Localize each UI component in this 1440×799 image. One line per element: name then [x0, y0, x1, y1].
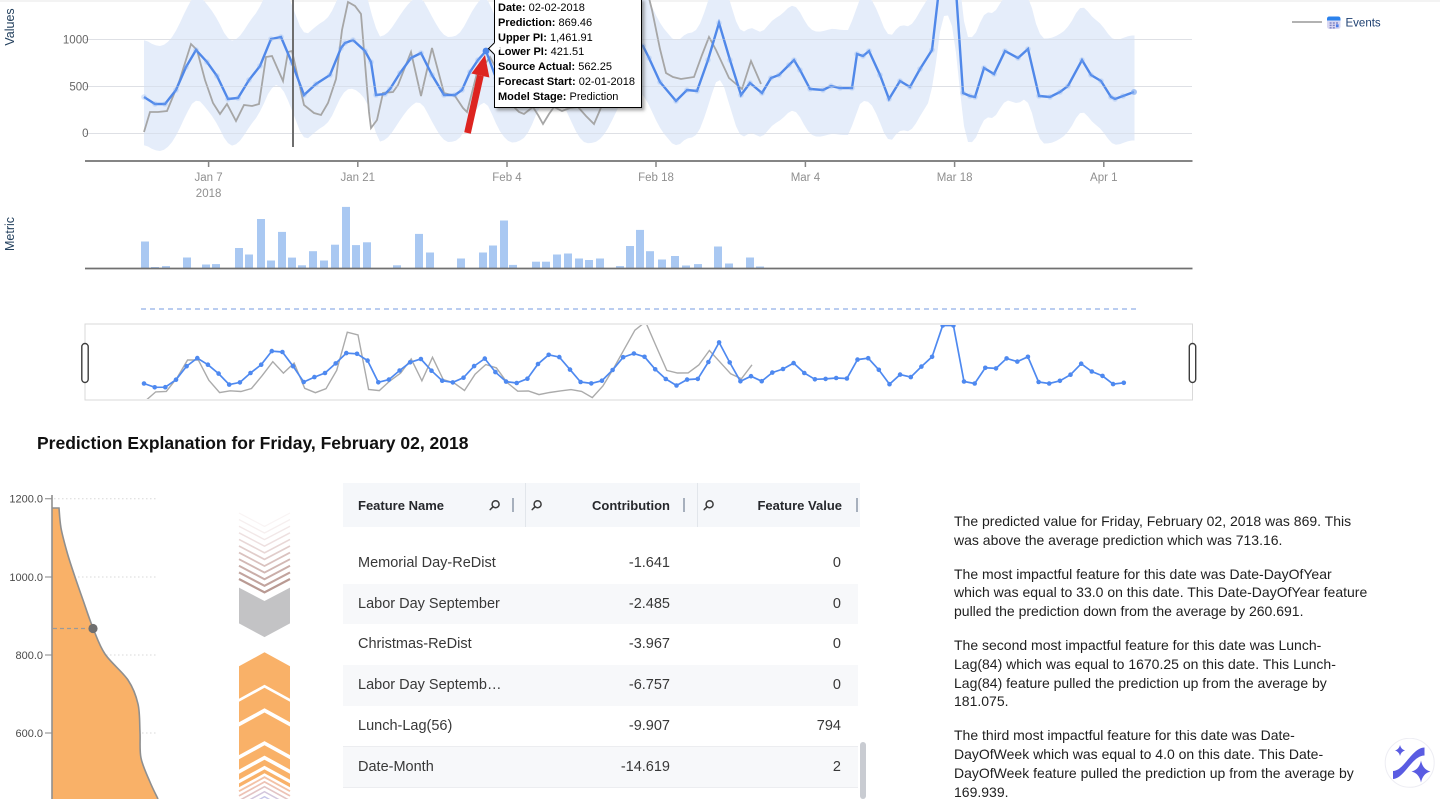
- svg-text:500: 500: [69, 82, 88, 94]
- svg-text:Jan 7: Jan 7: [195, 172, 223, 184]
- svg-text:Feb 4: Feb 4: [492, 172, 522, 184]
- svg-text:Jan 21: Jan 21: [341, 172, 376, 184]
- svg-text:Apr 1: Apr 1: [1090, 172, 1118, 184]
- svg-text:800.0: 800.0: [15, 650, 43, 662]
- svg-text:1000.0: 1000.0: [9, 572, 43, 584]
- svg-text:Events: Events: [1346, 18, 1381, 30]
- svg-text:Feb 18: Feb 18: [638, 172, 674, 184]
- svg-text:Mar 18: Mar 18: [937, 172, 973, 184]
- svg-text:0: 0: [82, 128, 88, 140]
- svg-text:600.0: 600.0: [15, 728, 43, 740]
- svg-text:Values: Values: [3, 8, 17, 45]
- svg-text:Metric: Metric: [3, 217, 17, 251]
- svg-text:Mar 4: Mar 4: [791, 172, 821, 184]
- svg-text:1000: 1000: [63, 35, 89, 47]
- svg-text:1200.0: 1200.0: [9, 494, 43, 506]
- svg-text:2018: 2018: [196, 188, 222, 200]
